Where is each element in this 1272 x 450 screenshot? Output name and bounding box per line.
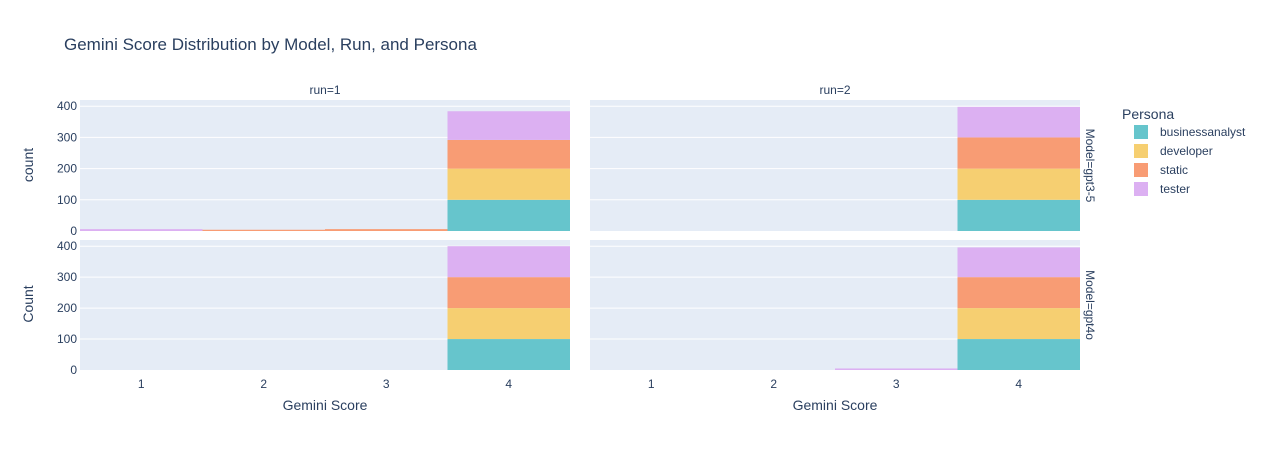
y-tick-label: 0 [70,363,77,377]
bar-static-score-4 [957,277,1080,309]
legend-swatch [1134,182,1148,196]
legend-swatch [1134,144,1148,158]
bar-static-score-4 [447,139,570,169]
y-tick-label: 100 [57,193,77,207]
x-axis-title-left: Gemini Score [283,397,368,413]
bar-static-score-2 [202,229,325,231]
facet-column-label: run=2 [819,83,850,97]
y-tick-label: 300 [57,270,77,284]
y-axis-title-bottom: Count [20,285,36,322]
facet-panels: 0 100 200 300 400 run=1 run=2 Model=gpt3-5 0 100 2… [57,83,1097,391]
facet-panel-gpt3-5-run2: run=2 Model=gpt3-5 [590,83,1097,231]
bar-developer-score-4 [957,168,1080,200]
x-tick-label: 1 [648,377,655,391]
x-tick-label: 2 [770,377,777,391]
y-tick-label: 400 [57,239,77,253]
legend-swatch [1134,125,1148,139]
bar-tester-score-4 [957,106,1080,138]
facet-panel-gpt3-5-run1: 0 100 200 300 400 run=1 [57,83,570,238]
bar-businessanalyst-score-4 [447,339,570,370]
y-axis-title-top: count [20,148,36,182]
x-tick-label: 3 [893,377,900,391]
legend-swatch [1134,163,1148,177]
chart-title: Gemini Score Distribution by Model, Run,… [64,35,477,54]
y-tick-label: 200 [57,162,77,176]
facet-row-label: Model=gpt4o [1083,270,1097,340]
legend-label: developer [1160,144,1213,158]
facet-row-label: Model=gpt3-5 [1083,129,1097,203]
x-tick-label: 3 [383,377,390,391]
legend-title: Persona [1122,106,1174,122]
x-tick-label: 4 [505,377,512,391]
facet-panel-gpt4o-run2: 1 2 3 4 Model=gpt4o [590,240,1097,391]
bar-businessanalyst-score-4 [957,199,1080,231]
x-tick-label: 4 [1015,377,1022,391]
bar-developer-score-4 [957,308,1080,340]
x-axis-title-right: Gemini Score [793,397,878,413]
bar-businessanalyst-score-4 [447,199,570,231]
y-tick-label: 400 [57,99,77,113]
bar-developer-score-4 [447,168,570,200]
facet-column-label: run=1 [309,83,340,97]
legend-item-developer[interactable]: developer [1134,144,1213,158]
bar-tester-score-4 [447,246,570,278]
legend: Persona businessanalyst developer static te… [1122,106,1246,196]
bar-static-score-3 [325,229,448,231]
legend-label: businessanalyst [1160,125,1246,139]
bar-static-score-4 [447,277,570,309]
bar-tester-score-1 [80,229,203,231]
legend-item-businessanalyst[interactable]: businessanalyst [1134,125,1246,139]
legend-item-tester[interactable]: tester [1134,182,1190,196]
bar-tester-score-4 [957,247,1080,278]
legend-label: static [1160,163,1188,177]
legend-item-static[interactable]: static [1134,163,1188,177]
bar-businessanalyst-score-4 [957,339,1080,370]
facet-panel-gpt4o-run1: 0 100 200 300 400 1 2 3 4 [57,239,570,391]
y-tick-label: 200 [57,301,77,315]
legend-label: tester [1160,182,1190,196]
y-tick-label: 300 [57,130,77,144]
x-tick-label: 2 [260,377,267,391]
bar-static-score-4 [957,137,1080,169]
bar-tester-score-3 [835,368,958,370]
y-tick-label: 100 [57,332,77,346]
bar-developer-score-4 [447,308,570,340]
y-tick-label: 0 [70,224,77,238]
bar-tester-score-4 [447,111,570,140]
x-tick-label: 1 [138,377,145,391]
